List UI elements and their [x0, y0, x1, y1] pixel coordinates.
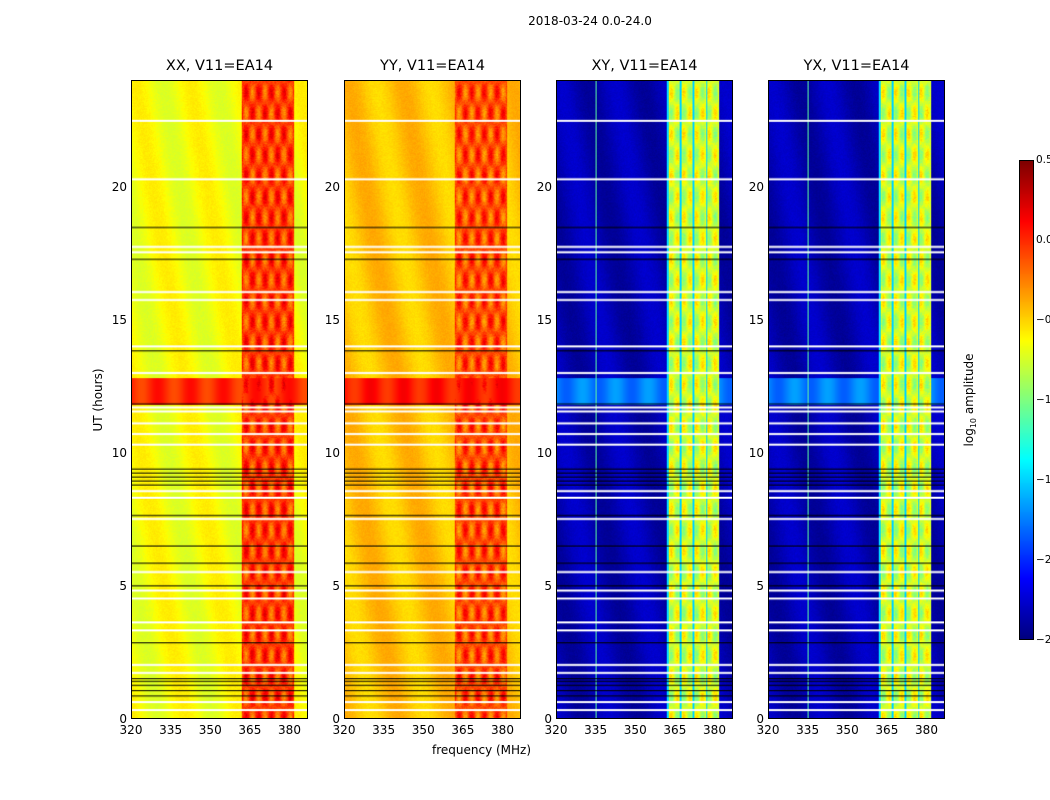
x-tick-label: 350: [836, 723, 859, 737]
y-tick-label: 15: [97, 313, 127, 327]
y-axis-label: UT (hours): [91, 368, 105, 431]
heatmap-panel: [131, 80, 308, 719]
y-tick-label: 0: [97, 712, 127, 726]
x-tick-label: 335: [159, 723, 182, 737]
heatmap-panel: [768, 80, 945, 719]
colorbar-tick-label: −2.0: [1036, 554, 1050, 566]
y-tick-label: 15: [310, 313, 340, 327]
colorbar-gradient: [1020, 161, 1033, 639]
panel-title: XX, V11=EA14: [120, 58, 320, 74]
colorbar-tick-label: 0.0: [1036, 234, 1050, 246]
y-tick-label: 15: [734, 313, 764, 327]
heatmap-image: [345, 81, 520, 718]
y-tick-label: 5: [310, 579, 340, 593]
y-tick-label: 10: [522, 446, 552, 460]
figure: 2018-03-24 0.0-24.0 frequency (MHz) UT (…: [0, 0, 1050, 800]
y-tick-label: 0: [734, 712, 764, 726]
colorbar-tick-label: −2.5: [1036, 634, 1050, 646]
y-tick-label: 10: [97, 446, 127, 460]
heatmap-image: [557, 81, 732, 718]
x-tick-label: 380: [278, 723, 301, 737]
panel-title: YX, V11=EA14: [757, 58, 957, 74]
colorbar-tick-label: −0.5: [1036, 314, 1050, 326]
x-tick-label: 365: [238, 723, 261, 737]
heatmap-image: [132, 81, 307, 718]
x-tick-label: 365: [875, 723, 898, 737]
x-tick-label: 380: [491, 723, 514, 737]
x-tick-label: 350: [624, 723, 647, 737]
y-tick-label: 0: [522, 712, 552, 726]
y-tick-label: 15: [522, 313, 552, 327]
x-tick-label: 350: [412, 723, 435, 737]
x-tick-label: 380: [915, 723, 938, 737]
y-tick-label: 5: [97, 579, 127, 593]
colorbar: [1019, 160, 1034, 640]
x-tick-label: 350: [199, 723, 222, 737]
y-tick-label: 5: [734, 579, 764, 593]
x-axis-label: frequency (MHz): [432, 743, 531, 757]
colorbar-label: log10 amplitude: [962, 354, 978, 447]
colorbar-tick-label: 0.5: [1036, 154, 1050, 166]
y-tick-label: 10: [734, 446, 764, 460]
heatmap-panel: [344, 80, 521, 719]
x-tick-label: 365: [451, 723, 474, 737]
panel-title: YY, V11=EA14: [333, 58, 533, 74]
x-tick-label: 335: [796, 723, 819, 737]
x-tick-label: 365: [663, 723, 686, 737]
colorbar-tick-label: −1.0: [1036, 394, 1050, 406]
heatmap-panel: [556, 80, 733, 719]
x-tick-label: 380: [703, 723, 726, 737]
x-tick-label: 335: [372, 723, 395, 737]
figure-title: 2018-03-24 0.0-24.0: [0, 14, 1050, 28]
y-tick-label: 0: [310, 712, 340, 726]
y-tick-label: 20: [734, 180, 764, 194]
y-tick-label: 20: [97, 180, 127, 194]
colorbar-tick-label: −1.5: [1036, 474, 1050, 486]
y-tick-label: 5: [522, 579, 552, 593]
heatmap-image: [769, 81, 944, 718]
y-tick-label: 20: [522, 180, 552, 194]
panel-title: XY, V11=EA14: [545, 58, 745, 74]
y-tick-label: 10: [310, 446, 340, 460]
x-tick-label: 335: [584, 723, 607, 737]
y-tick-label: 20: [310, 180, 340, 194]
